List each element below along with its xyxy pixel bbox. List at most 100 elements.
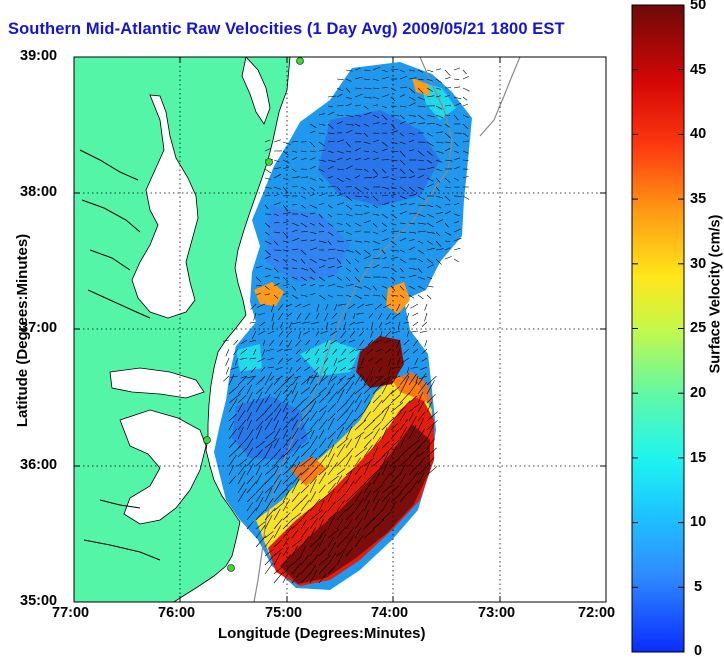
- velocity-vector: [424, 312, 428, 322]
- velocity-vector: [435, 219, 443, 224]
- velocity-vector: [363, 482, 371, 494]
- velocity-vector: [257, 357, 266, 363]
- velocity-vector: [309, 466, 318, 476]
- velocity-vector: [225, 366, 230, 375]
- velocity-vector: [264, 487, 273, 503]
- y-tick-label: 37:00: [20, 320, 58, 336]
- colorbar-tick-label: 10: [690, 514, 707, 530]
- velocity-vector: [385, 330, 392, 338]
- velocity-vector: [417, 457, 426, 467]
- velocity-vector: [273, 213, 279, 216]
- velocity-vector: [372, 498, 380, 512]
- velocity-vector: [255, 465, 261, 476]
- velocity-vector: [354, 204, 362, 207]
- velocity-vector: [282, 220, 289, 224]
- velocity-vector: [300, 456, 313, 467]
- velocity-vector: [370, 366, 374, 375]
- velocity-vector: [327, 462, 338, 476]
- velocity-vector: [300, 374, 314, 386]
- velocity-vector: [327, 529, 340, 539]
- velocity-vector: [399, 132, 405, 137]
- x-axis-label: Longitude (Degrees:Minutes): [218, 625, 426, 642]
- velocity-vector: [363, 529, 375, 539]
- velocity-vector: [399, 380, 408, 395]
- velocity-vector: [327, 552, 337, 566]
- velocity-vector: [309, 177, 316, 181]
- velocity-vector: [408, 382, 418, 395]
- velocity-vector: [353, 312, 356, 319]
- velocity-vector: [462, 140, 469, 143]
- velocity-vector: [453, 221, 459, 224]
- velocity-vector: [381, 94, 390, 98]
- velocity-vector: [435, 204, 442, 209]
- velocity-vector: [390, 130, 398, 134]
- velocity-vector: [262, 339, 266, 346]
- velocity-vector: [462, 87, 470, 92]
- y-tick-label: 39:00: [20, 48, 58, 64]
- velocity-vector: [336, 456, 346, 467]
- velocity-vector: [417, 122, 426, 125]
- velocity-vector: [417, 464, 430, 476]
- velocity-vector: [412, 348, 419, 354]
- velocity-vector: [363, 132, 369, 137]
- velocity-vector: [408, 87, 416, 94]
- velocity-vector: [271, 312, 275, 322]
- velocity-vector: [453, 114, 459, 121]
- velocity-vector: [345, 249, 354, 253]
- velocity-vector: [347, 375, 356, 380]
- velocity-vector: [255, 472, 263, 485]
- velocity-vector: [327, 222, 334, 227]
- velocity-vector: [363, 510, 369, 521]
- velocity-vector: [363, 112, 372, 116]
- velocity-vector: [360, 357, 365, 366]
- velocity-vector: [291, 285, 297, 291]
- velocity-vector: [381, 378, 390, 386]
- velocity-vector: [255, 490, 264, 503]
- velocity-vector: [417, 258, 424, 263]
- velocity-vector: [390, 222, 397, 226]
- velocity-vector: [327, 444, 335, 458]
- velocity-vector: [280, 321, 284, 329]
- velocity-vector: [462, 175, 469, 179]
- velocity-vector: [426, 166, 435, 170]
- velocity-vector: [278, 312, 284, 321]
- velocity-vector: [285, 303, 293, 308]
- velocity-vector: [246, 447, 254, 458]
- velocity-vector: [354, 419, 367, 431]
- velocity-vector: [237, 419, 247, 431]
- velocity-vector: [363, 460, 371, 476]
- velocity-vector: [318, 149, 326, 152]
- velocity-vector: [228, 385, 239, 395]
- velocity-vector: [273, 548, 283, 557]
- velocity-vector: [390, 249, 399, 252]
- velocity-vector: [309, 553, 319, 566]
- velocity-vector: [354, 132, 362, 135]
- velocity-vector: [314, 348, 320, 356]
- velocity-vector: [246, 429, 254, 440]
- velocity-vector: [417, 150, 425, 157]
- velocity-vector: [435, 95, 441, 98]
- velocity-vector: [444, 204, 451, 206]
- velocity-vector: [426, 466, 438, 476]
- velocity-vector: [386, 312, 392, 320]
- velocity-vector: [381, 229, 388, 233]
- velocity-max-core-north: [356, 336, 404, 388]
- velocity-vector: [408, 246, 416, 251]
- velocity-vector: [302, 303, 311, 308]
- velocity-vector: [424, 339, 428, 347]
- velocity-vector: [354, 457, 361, 467]
- velocity-vector: [435, 248, 444, 251]
- velocity-vector: [309, 517, 318, 530]
- velocity-vector: [372, 195, 378, 201]
- velocity-vector: [359, 339, 365, 346]
- velocity-vector: [399, 159, 406, 166]
- velocity-vector: [228, 440, 237, 449]
- velocity-vector: [354, 535, 364, 548]
- velocity-vector: [453, 78, 460, 80]
- velocity-vector: [318, 472, 327, 485]
- velocity-vector: [273, 572, 284, 584]
- velocity-vector: [444, 186, 452, 189]
- velocity-vector: [291, 455, 300, 467]
- velocity-vector: [336, 157, 343, 161]
- velocity-vector: [255, 411, 267, 422]
